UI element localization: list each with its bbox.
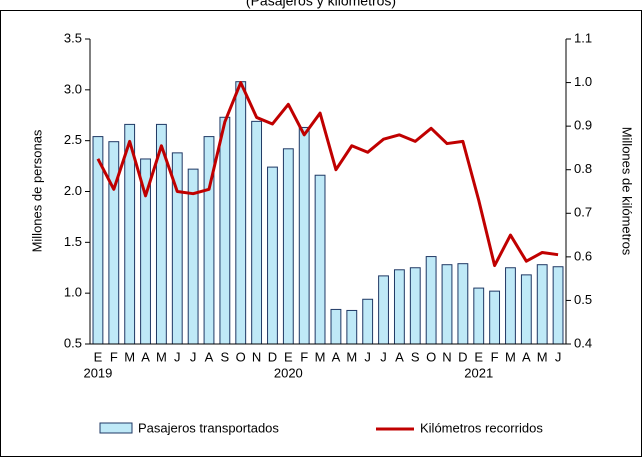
x-tick-label: F [300,349,308,364]
bar [409,267,421,345]
x-tick-label: O [426,349,436,364]
x-tick-label: D [268,349,277,364]
x-tick-label: N [252,349,261,364]
x-tick-label: A [205,349,214,364]
bar [314,174,326,345]
y-tick-label: 1.0 [64,285,82,300]
y-tick-label: 2.0 [64,183,82,198]
y2-tick-label: 0.7 [574,205,592,220]
x-tick-label: M [124,349,135,364]
x-tick-label: S [411,349,420,364]
y-axis-label: Millones de personas [29,129,44,252]
bar [378,275,389,345]
x-tick-label: J [190,349,197,364]
year-label: 2021 [464,365,493,380]
bar [219,116,231,345]
x-tick-label: J [364,349,371,364]
bar [298,126,310,345]
y2-axis-label: Millones de kilómetros [620,127,635,256]
bar [425,256,437,345]
x-tick-label: S [221,349,230,364]
x-tick-label: A [332,349,341,364]
x-tick-label: A [141,349,150,364]
bar [473,287,485,345]
bar [282,148,294,345]
bar [203,136,215,345]
bar [330,308,342,345]
y-tick-label: 3.0 [64,81,82,96]
chart-title: (Pasajeros y kilómetros) [246,0,396,9]
y-tick-label: 0.5 [64,335,82,350]
x-tick-label: M [537,349,548,364]
x-tick-label: M [505,349,516,364]
y2-tick-label: 0.8 [574,161,592,176]
bar [441,264,453,345]
x-tick-label: A [395,349,404,364]
year-label: 2020 [274,365,303,380]
bar [187,168,199,345]
x-tick-label: M [346,349,357,364]
legend-swatch [99,422,133,434]
year-label: 2019 [83,365,112,380]
y-tick-label: 3.5 [64,30,82,45]
bar [457,263,469,345]
y2-tick-label: 1.1 [574,30,592,45]
y-tick-label: 2.5 [64,132,82,147]
y-tick-label: 1.5 [64,234,82,249]
x-tick-label: F [491,349,499,364]
x-tick-label: F [110,349,118,364]
x-tick-label: E [474,349,483,364]
bar [251,120,263,345]
x-tick-label: E [284,349,293,364]
y2-tick-label: 0.6 [574,248,592,263]
y2-tick-label: 0.5 [574,292,592,307]
line-series [96,81,559,268]
bar [393,269,405,345]
y2-tick-label: 1.0 [574,74,592,89]
bar [267,166,278,345]
x-tick-label: J [555,349,562,364]
bar [108,141,120,345]
y2-tick-label: 0.9 [574,118,592,133]
bar [235,81,247,345]
y2-tick-label: 0.4 [574,335,592,350]
bar [520,274,532,345]
bar [362,298,374,345]
x-tick-label: A [522,349,531,364]
legend-label: Kilómetros recorridos [420,420,543,435]
x-tick-label: N [442,349,451,364]
bar [346,309,358,345]
x-tick-label: M [156,349,167,364]
bar [552,266,564,345]
x-tick-label: J [380,349,387,364]
bar [489,290,501,345]
x-tick-label: M [315,349,326,364]
bar [505,267,516,345]
legend-label: Pasajeros transportados [138,420,279,435]
x-tick-label: J [174,349,181,364]
x-tick-label: D [458,349,467,364]
x-tick-label: O [236,349,246,364]
bar [536,264,548,345]
x-tick-label: E [94,349,103,364]
